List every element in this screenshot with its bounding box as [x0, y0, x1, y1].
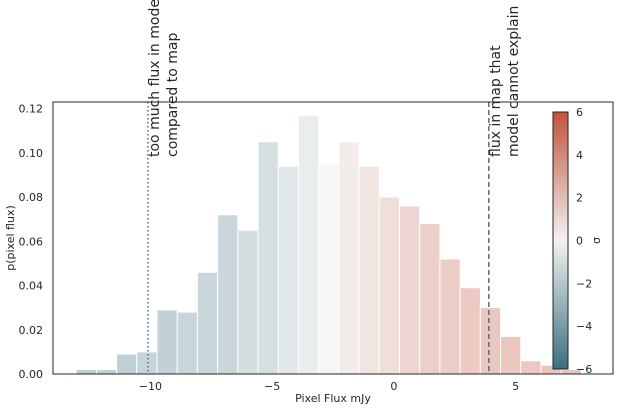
x-tick-label: −10 [139, 380, 162, 393]
histogram-bar [217, 214, 239, 375]
y-axis-label: p(pixel flux) [4, 205, 17, 271]
histogram-bar [136, 351, 158, 375]
y-tick-label: 0.02 [19, 324, 44, 337]
histogram-bar [176, 311, 198, 375]
y-tick-label: 0.12 [19, 103, 44, 116]
x-tick-label: −5 [264, 380, 280, 393]
colorbar-tick-label: 6 [576, 106, 583, 119]
colorbar-tick-label: 2 [576, 192, 583, 205]
colorbar-tick-label: 0 [576, 235, 583, 248]
annotation-line: flux in map that [488, 45, 504, 157]
histogram-bar [520, 360, 542, 375]
annotation-line: too much flux in model [147, 0, 163, 157]
y-tick-label: 0.08 [19, 191, 44, 204]
histogram-bar [95, 369, 118, 375]
colorbar-tick-label: −6 [576, 363, 592, 376]
histogram-bar [297, 114, 320, 375]
histogram-bar [196, 271, 219, 375]
histogram-bar [358, 165, 380, 375]
x-axis-ticks: −10 −5 0 5 [139, 380, 519, 393]
histogram-bar [116, 353, 138, 375]
x-tick-label: 0 [390, 380, 397, 393]
histogram-bar [318, 163, 340, 375]
histogram-bar [419, 223, 441, 375]
colorbar-tick-label: −2 [576, 277, 592, 290]
histogram-bar [500, 335, 522, 375]
x-tick-label: 5 [512, 380, 519, 393]
annotation-line: model cannot explain [506, 6, 522, 157]
colorbar-tick-label: −4 [576, 320, 592, 333]
vlines-group [147, 102, 490, 374]
histogram-bar [479, 307, 502, 375]
annotations-group: too much flux in model compared to map flu… [147, 0, 522, 157]
y-tick-label: 0.10 [19, 147, 44, 160]
histogram-bar [459, 287, 481, 375]
histogram-bar [237, 229, 259, 375]
annotation-line: compared to map [165, 33, 181, 157]
histogram-bar [338, 141, 360, 375]
y-tick-label: 0.06 [19, 235, 44, 248]
colorbar-gradient [552, 111, 569, 370]
colorbar-tick-label: 4 [576, 149, 583, 162]
histogram-bar [277, 165, 299, 375]
histogram-bar [439, 258, 461, 375]
x-axis-label: Pixel Flux mJy [295, 392, 371, 405]
histogram-bar [257, 141, 279, 375]
histogram-bar [156, 309, 178, 375]
y-tick-label: 0.04 [19, 280, 44, 293]
histogram-bar [398, 205, 421, 375]
plot-frame [52, 101, 614, 375]
colorbar-label: σ [590, 237, 603, 244]
y-axis-ticks: 0.00 0.02 0.04 0.06 0.08 0.10 0.12 [19, 103, 44, 381]
colorbar: −6 −4 −2 0 2 4 6 σ [552, 106, 603, 376]
histogram-bar [75, 369, 97, 375]
bars-group [75, 114, 582, 375]
y-tick-label: 0.00 [19, 368, 44, 381]
histogram-bar [378, 196, 401, 375]
